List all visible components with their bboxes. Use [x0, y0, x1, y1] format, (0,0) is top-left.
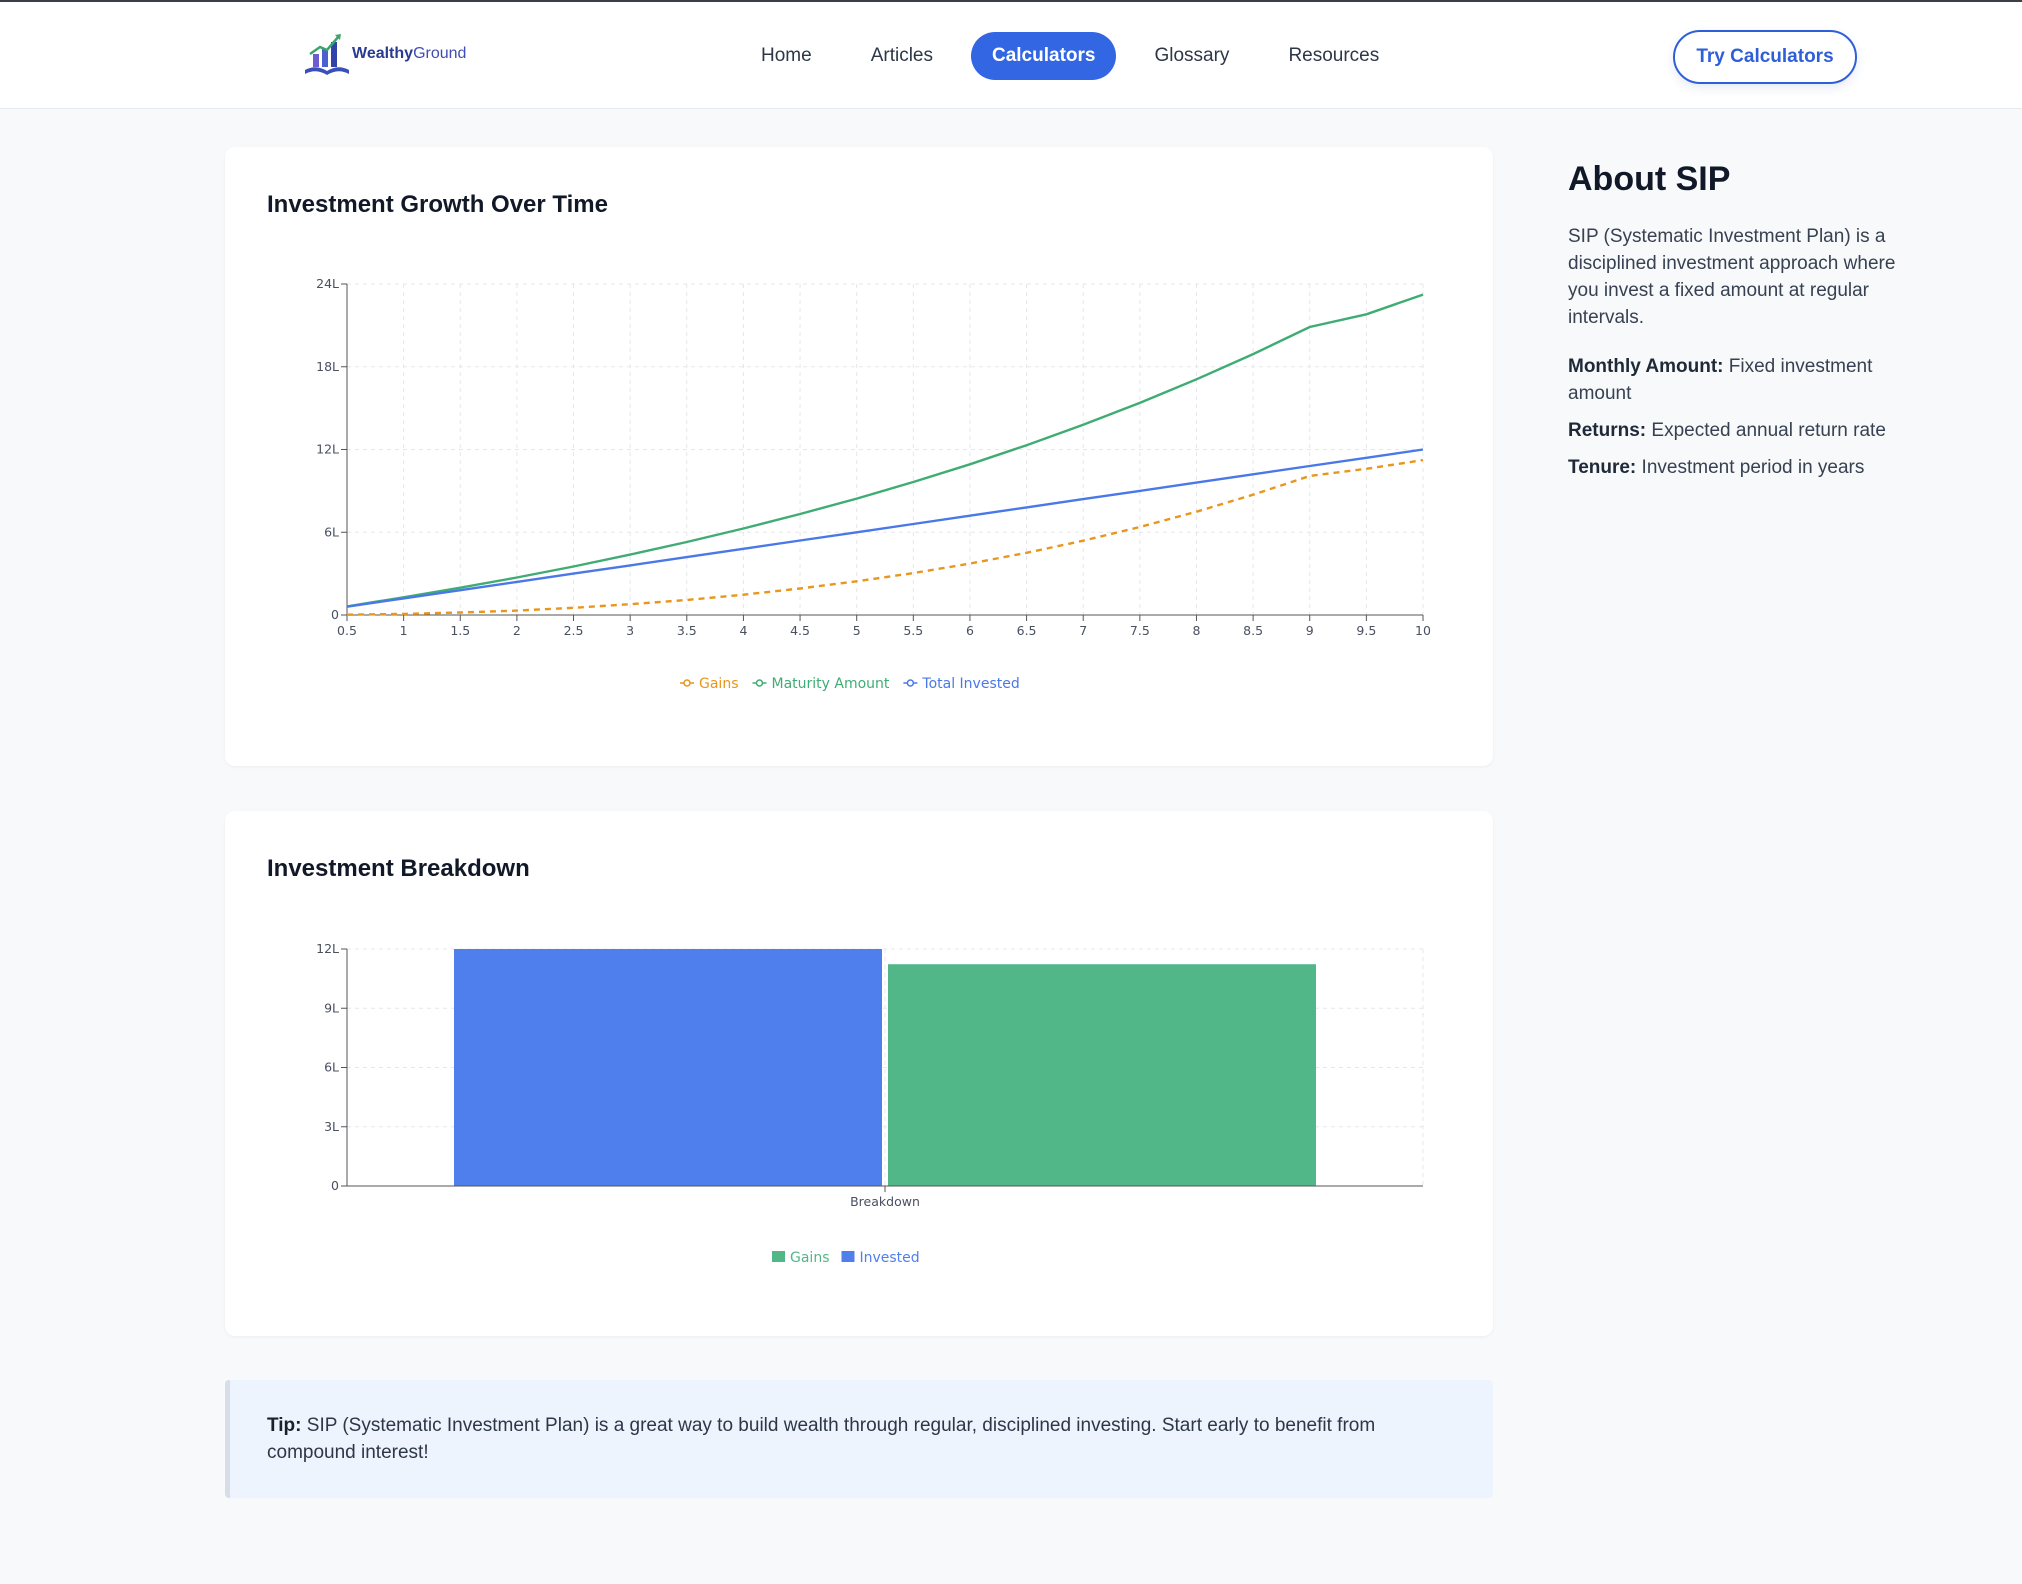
about-item-tenure: Tenure: Investment period in years — [1568, 454, 1908, 481]
x-tick-label: 5 — [853, 623, 861, 638]
x-tick-label: 9.5 — [1356, 623, 1376, 638]
series-line-gains — [346, 458, 1424, 616]
y-tick-label: 3L — [324, 1119, 339, 1134]
legend-marker — [755, 679, 764, 687]
y-tick-label: 24L — [316, 276, 339, 291]
x-tick-label: 6 — [966, 623, 974, 638]
nav-glossary[interactable]: Glossary — [1154, 45, 1230, 66]
bar-invested — [454, 949, 882, 1186]
about-definition: Fixed investment amount — [1568, 356, 1873, 404]
try-calculators-button[interactable]: Try Calculators — [1673, 30, 1857, 84]
breakdown-chart-title: Investment Breakdown — [267, 855, 530, 882]
legend-marker — [683, 679, 691, 687]
legend-label: Invested — [859, 1250, 919, 1266]
growth-line-chart: 0 6L 12L 18L 24L 0.5 1 1.5 2 2.5 3 3.5 4 4.5 5 5.5 6 6.5 7… — [316, 276, 1431, 692]
brand-logo[interactable]: WealthyGround — [302, 30, 466, 78]
brand-name: WealthyGround — [352, 45, 466, 63]
about-definition: Expected annual return rate — [1651, 420, 1886, 441]
legend-label: Gains — [699, 676, 738, 692]
x-tick-label: 4.5 — [790, 623, 810, 638]
series-line-maturity-amount — [346, 293, 1424, 608]
logo-chart-icon — [305, 34, 349, 75]
tip-box: Tip: SIP (Systematic Investment Plan) is… — [225, 1380, 1493, 1498]
series-line-total-invested — [346, 448, 1424, 608]
growth-grid — [346, 283, 1424, 616]
growth-legend: Gains Maturity Amount Total Invested — [680, 676, 1020, 692]
tip-label: Tip: — [267, 1415, 302, 1436]
x-tick-label: 7 — [1079, 623, 1087, 638]
breakdown-chart-card: Investment Breakdown 0 3L 6L 9L 12L Breakdown… — [225, 811, 1493, 1336]
legend-label: Maturity Amount — [771, 676, 889, 692]
x-tick-label: 1 — [400, 623, 408, 638]
y-tick-label: 6L — [324, 1060, 339, 1075]
y-tick-label: 0 — [331, 607, 339, 622]
legend-swatch — [841, 1251, 855, 1262]
about-term: Tenure: — [1568, 457, 1637, 478]
x-tick-label: 7.5 — [1130, 623, 1150, 638]
about-term: Returns: — [1568, 420, 1647, 441]
nav-resources[interactable]: Resources — [1288, 45, 1380, 66]
x-tick-label: 4 — [739, 623, 747, 638]
legend-marker — [906, 679, 915, 687]
legend-label: Total Invested — [921, 676, 1019, 692]
y-tick-label: 9L — [324, 1000, 339, 1015]
growth-chart-title: Investment Growth Over Time — [267, 191, 608, 218]
x-tick-label: 10 — [1415, 623, 1431, 638]
y-tick-label: 0 — [331, 1178, 339, 1193]
tip-body: SIP (Systematic Investment Plan) is a gr… — [267, 1415, 1376, 1463]
legend-label: Gains — [790, 1250, 829, 1266]
bar-gains — [888, 964, 1316, 1186]
growth-chart-card: Investment Growth Over Time 0 6L 12L 18L 24L… — [225, 147, 1493, 766]
breakdown-bar-chart: 0 3L 6L 9L 12L Breakdown Gains Invested — [316, 941, 1424, 1266]
about-term: Monthly Amount: — [1568, 356, 1724, 377]
y-tick-label: 12L — [316, 442, 339, 457]
nav-articles[interactable]: Articles — [870, 45, 933, 66]
nav-calculators[interactable]: Calculators — [970, 32, 1117, 80]
x-tick-label: 8.5 — [1243, 623, 1263, 638]
y-tick-label: 12L — [316, 941, 339, 956]
about-definition: Investment period in years — [1641, 457, 1865, 478]
about-title: About SIP — [1568, 160, 1731, 198]
main-nav: Home Articles Calculators Glossary Resou… — [740, 32, 1417, 80]
tip-text: Tip: SIP (Systematic Investment Plan) is… — [267, 1412, 1467, 1466]
brand-name-part2: Ground — [413, 45, 467, 62]
about-item-returns: Returns: Expected annual return rate — [1568, 417, 1908, 444]
x-tick-label: 6.5 — [1017, 623, 1037, 638]
x-tick-label: 5.5 — [903, 623, 923, 638]
y-tick-label: 6L — [324, 524, 339, 539]
x-tick-label: 0.5 — [337, 623, 357, 638]
about-sidebar: About SIP SIP (Systematic Investment Pla… — [1568, 160, 1908, 491]
x-tick-label: 2 — [513, 623, 521, 638]
x-tick-label: 3.5 — [677, 623, 697, 638]
about-item-monthly-amount: Monthly Amount: Fixed investment amount — [1568, 353, 1908, 407]
x-category-label: Breakdown — [850, 1194, 920, 1209]
brand-name-part1: Wealthy — [352, 45, 414, 62]
x-tick-label: 2.5 — [564, 623, 584, 638]
top-border — [0, 0, 2022, 2]
breakdown-legend: Gains Invested — [772, 1250, 920, 1266]
x-tick-label: 1.5 — [450, 623, 470, 638]
legend-swatch — [772, 1251, 785, 1262]
site-header: WealthyGround Home Articles Calculators … — [0, 2, 2022, 109]
about-description: SIP (Systematic Investment Plan) is a di… — [1568, 226, 1896, 328]
x-tick-label: 9 — [1306, 623, 1314, 638]
y-tick-label: 18L — [316, 359, 339, 374]
x-tick-label: 8 — [1192, 623, 1200, 638]
nav-home[interactable]: Home — [761, 45, 812, 66]
x-tick-label: 3 — [626, 623, 634, 638]
